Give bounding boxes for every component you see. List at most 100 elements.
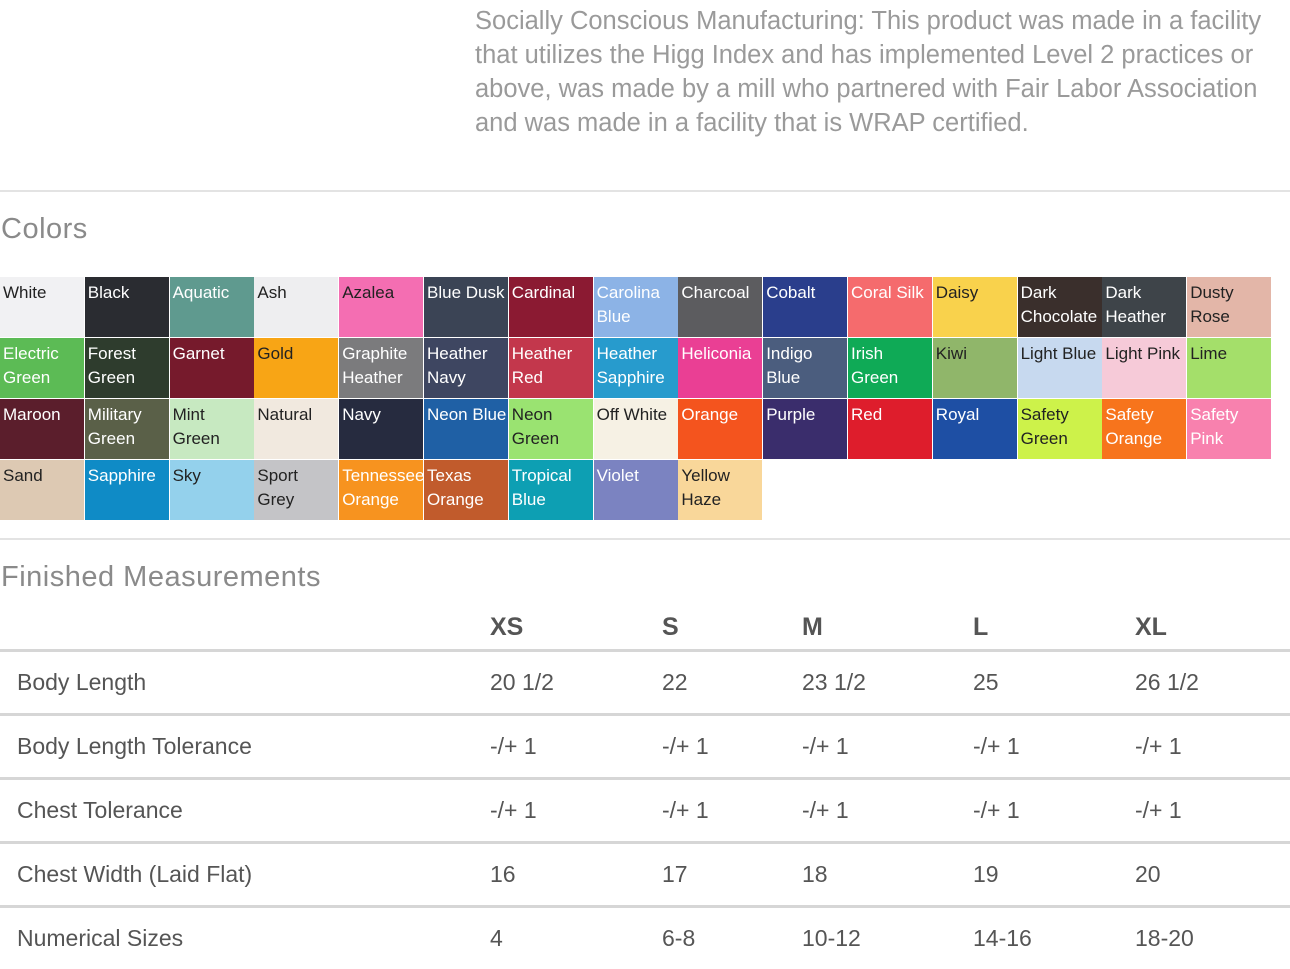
measurement-value: 17 bbox=[662, 843, 802, 907]
color-swatch: Tennessee Orange bbox=[339, 460, 423, 520]
measurement-value: 18-20 bbox=[1135, 907, 1290, 969]
color-swatch: Navy bbox=[339, 399, 423, 459]
color-swatch: Charcoal bbox=[678, 277, 762, 337]
measurement-value: 23 1/2 bbox=[802, 651, 973, 715]
measurement-value: 22 bbox=[662, 651, 802, 715]
color-swatch: Texas Orange bbox=[424, 460, 508, 520]
measurement-value: 25 bbox=[973, 651, 1135, 715]
color-swatch: Neon Blue bbox=[424, 399, 508, 459]
color-swatch: Daisy bbox=[933, 277, 1017, 337]
size-header-xl: XL bbox=[1135, 605, 1290, 651]
table-row: Chest Tolerance-/+ 1-/+ 1-/+ 1-/+ 1-/+ 1 bbox=[0, 779, 1290, 843]
measurement-value: -/+ 1 bbox=[490, 715, 662, 779]
color-swatch: Lime bbox=[1187, 338, 1271, 398]
row-label: Body Length bbox=[0, 651, 490, 715]
row-label: Body Length Tolerance bbox=[0, 715, 490, 779]
measurement-value: -/+ 1 bbox=[802, 779, 973, 843]
row-label: Numerical Sizes bbox=[0, 907, 490, 969]
measurement-value: 6-8 bbox=[662, 907, 802, 969]
color-swatch: Forest Green bbox=[85, 338, 169, 398]
color-swatch: Black bbox=[85, 277, 169, 337]
color-swatch: Coral Silk bbox=[848, 277, 932, 337]
color-swatch: Light Pink bbox=[1102, 338, 1186, 398]
color-swatch: Kiwi bbox=[933, 338, 1017, 398]
color-swatch: Violet bbox=[594, 460, 678, 520]
row-label: Chest Width (Laid Flat) bbox=[0, 843, 490, 907]
color-swatch: Red bbox=[848, 399, 932, 459]
color-swatch: Carolina Blue bbox=[594, 277, 678, 337]
color-swatch: Graphite Heather bbox=[339, 338, 423, 398]
color-swatch: Sand bbox=[0, 460, 84, 520]
color-swatch: Azalea bbox=[339, 277, 423, 337]
measurement-value: 18 bbox=[802, 843, 973, 907]
table-row: Body Length Tolerance-/+ 1-/+ 1-/+ 1-/+ … bbox=[0, 715, 1290, 779]
color-swatch: White bbox=[0, 277, 84, 337]
color-swatch: Dark Chocolate bbox=[1018, 277, 1102, 337]
measurement-value: 19 bbox=[973, 843, 1135, 907]
measurement-value: 26 1/2 bbox=[1135, 651, 1290, 715]
color-swatch: Cobalt bbox=[763, 277, 847, 337]
header-blank bbox=[0, 605, 490, 651]
measurement-value: -/+ 1 bbox=[802, 715, 973, 779]
color-swatch: Indigo Blue bbox=[763, 338, 847, 398]
color-swatch: Ash bbox=[254, 277, 338, 337]
color-swatch: Maroon bbox=[0, 399, 84, 459]
color-swatch: Heliconia bbox=[678, 338, 762, 398]
color-swatch: Tropical Blue bbox=[509, 460, 593, 520]
color-swatch: Yellow Haze bbox=[678, 460, 762, 520]
color-swatch: Dark Heather bbox=[1102, 277, 1186, 337]
measurement-value: 14-16 bbox=[973, 907, 1135, 969]
measurement-value: 4 bbox=[490, 907, 662, 969]
measurement-value: -/+ 1 bbox=[1135, 779, 1290, 843]
color-swatch: Off White bbox=[594, 399, 678, 459]
measurement-value: 20 bbox=[1135, 843, 1290, 907]
color-swatch: Neon Green bbox=[509, 399, 593, 459]
color-swatch: Orange bbox=[678, 399, 762, 459]
measurement-value: -/+ 1 bbox=[662, 715, 802, 779]
measurement-value: -/+ 1 bbox=[973, 715, 1135, 779]
color-swatch: Sky bbox=[170, 460, 254, 520]
color-swatch: Heather Navy bbox=[424, 338, 508, 398]
color-swatch: Dusty Rose bbox=[1187, 277, 1271, 337]
measurement-value: 10-12 bbox=[802, 907, 973, 969]
divider bbox=[0, 538, 1290, 540]
color-swatch: Aquatic bbox=[170, 277, 254, 337]
measurement-value: 16 bbox=[490, 843, 662, 907]
color-swatch: Safety Pink bbox=[1187, 399, 1271, 459]
color-swatch: Safety Green bbox=[1018, 399, 1102, 459]
measurements-heading: Finished Measurements bbox=[1, 561, 321, 594]
color-swatch: Royal bbox=[933, 399, 1017, 459]
measurement-value: -/+ 1 bbox=[490, 779, 662, 843]
size-header-xs: XS bbox=[490, 605, 662, 651]
color-swatch: Heather Red bbox=[509, 338, 593, 398]
manufacturing-note: Socially Conscious Manufacturing: This p… bbox=[475, 4, 1265, 140]
color-swatch: Purple bbox=[763, 399, 847, 459]
measurement-value: -/+ 1 bbox=[662, 779, 802, 843]
color-swatch: Sapphire bbox=[85, 460, 169, 520]
colors-heading: Colors bbox=[1, 213, 88, 246]
measurement-value: -/+ 1 bbox=[973, 779, 1135, 843]
color-swatch: Sport Grey bbox=[254, 460, 338, 520]
size-header-s: S bbox=[662, 605, 802, 651]
row-label: Chest Tolerance bbox=[0, 779, 490, 843]
color-swatch: Safety Orange bbox=[1102, 399, 1186, 459]
color-swatch: Heather Sapphire bbox=[594, 338, 678, 398]
color-swatch: Light Blue bbox=[1018, 338, 1102, 398]
divider bbox=[0, 190, 1290, 192]
size-header-row: XS S M L XL bbox=[0, 605, 1290, 651]
color-swatch: Cardinal bbox=[509, 277, 593, 337]
color-swatch: Mint Green bbox=[170, 399, 254, 459]
color-swatch: Blue Dusk bbox=[424, 277, 508, 337]
color-swatch: Military Green bbox=[85, 399, 169, 459]
size-header-m: M bbox=[802, 605, 973, 651]
color-swatch: Garnet bbox=[170, 338, 254, 398]
measurement-value: -/+ 1 bbox=[1135, 715, 1290, 779]
color-swatch: Irish Green bbox=[848, 338, 932, 398]
size-header-l: L bbox=[973, 605, 1135, 651]
color-swatch: Gold bbox=[254, 338, 338, 398]
